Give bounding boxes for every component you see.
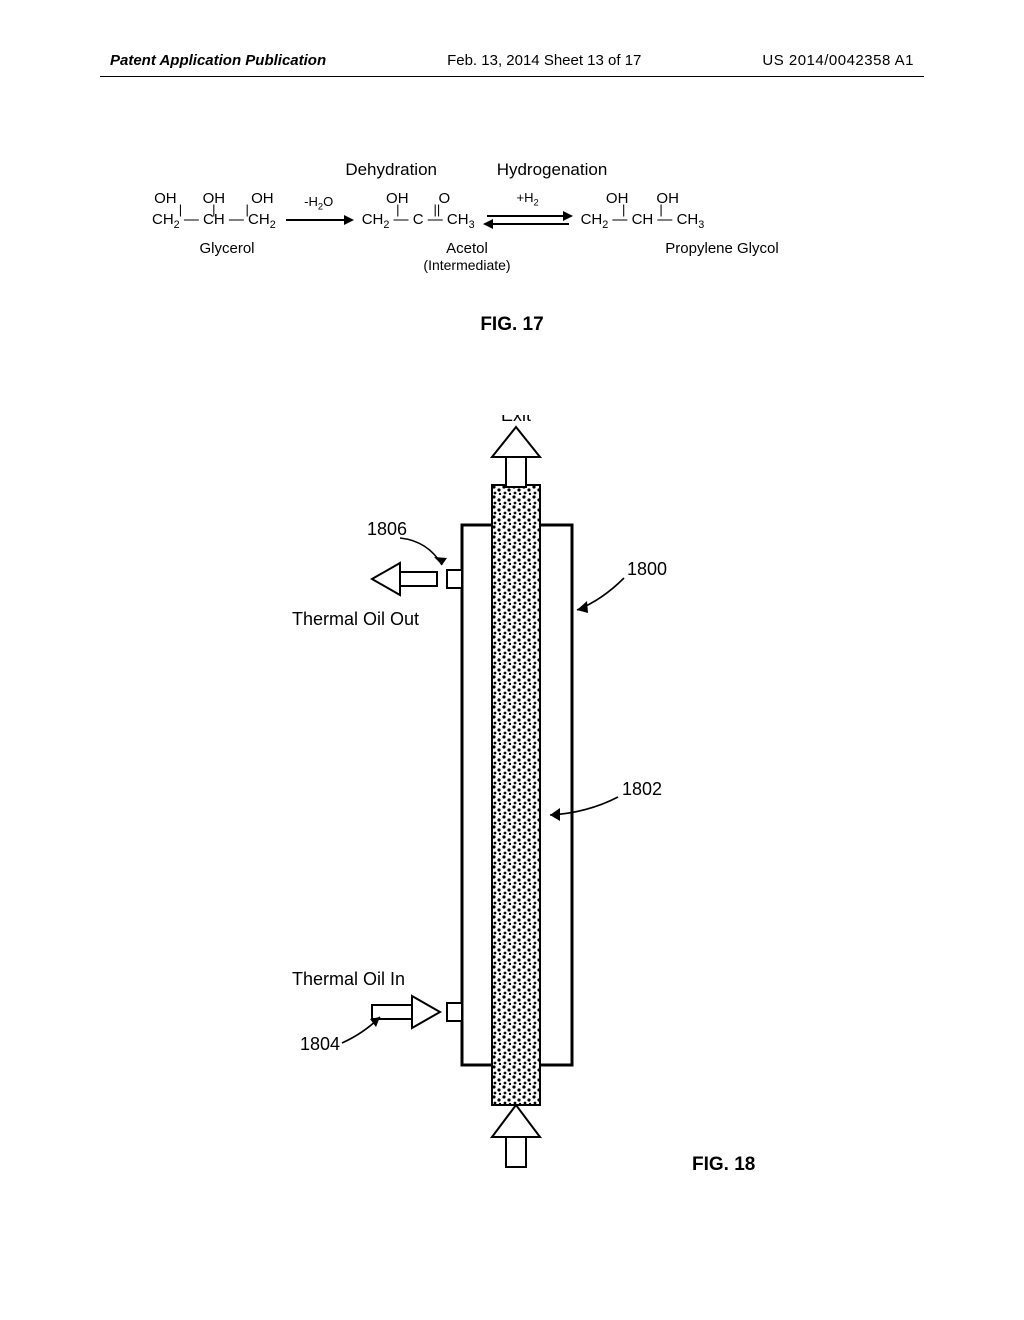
oil-in-label: Thermal Oil In (292, 969, 405, 989)
dehydration-arrow: -H2O (284, 194, 354, 228)
ref-1804: 1804 (300, 1034, 340, 1054)
reaction-row: OHOHOH ||| CH2 — CH — CH2 -H2O OHO ||| C… (152, 190, 872, 232)
glycerol-structure: OHOHOH ||| CH2 — CH — CH2 (152, 190, 276, 231)
feed-label: Feed (495, 1174, 536, 1175)
header-center: Feb. 13, 2014 Sheet 13 of 17 (447, 52, 641, 69)
exit-label: Exit (501, 415, 531, 425)
acetol-structure: OHO ||| CH2 — C — CH3 (362, 190, 475, 231)
figure-17-caption: FIG. 17 (152, 314, 872, 336)
acetol-backbone: CH2 — C — CH3 (362, 211, 475, 231)
acetol-name: Acetol (Intermediate) (392, 240, 542, 274)
glycerol-name: Glycerol (152, 240, 302, 274)
glycerol-backbone: CH2 — CH — CH2 (152, 211, 276, 231)
oil-out-label: Thermal Oil Out (292, 609, 419, 629)
oil-out-arrow (372, 563, 437, 595)
header-rule (100, 76, 924, 77)
packed-tube (492, 485, 540, 1105)
ref-1806: 1806 (367, 519, 407, 539)
figure-18-caption: FIG. 18 (692, 1154, 755, 1175)
pg-backbone: CH2 — CH — CH3 (581, 211, 705, 231)
reaction-bottom-labels: Glycerol Acetol (Intermediate) Propylene… (152, 240, 872, 274)
header-right: US 2014/0042358 A1 (762, 52, 914, 69)
pg-name: Propylene Glycol (632, 240, 812, 274)
propylene-glycol-structure: OHOH || CH2 — CH — CH3 (581, 190, 705, 231)
oil-in-arrow (372, 996, 440, 1028)
arrow2-annotation: +H2 (516, 190, 538, 208)
exit-arrow (492, 427, 540, 487)
feed-arrow (492, 1105, 540, 1167)
figure-17: Dehydration Hydrogenation OHOHOH ||| CH2… (152, 160, 872, 336)
hydrogenation-arrow: +H2 (483, 190, 573, 232)
arrow1-annotation: -H2O (304, 194, 333, 212)
ref-1800: 1800 (627, 559, 667, 579)
page-header: Patent Application Publication Feb. 13, … (0, 52, 1024, 69)
figure-18: Exit Feed Thermal Oil Out 1806 Thermal O… (172, 415, 852, 1175)
hydrogenation-label: Hydrogenation (437, 160, 667, 180)
dehydration-label: Dehydration (152, 160, 437, 180)
header-left: Patent Application Publication (110, 52, 326, 69)
reaction-step-labels: Dehydration Hydrogenation (152, 160, 872, 180)
ref-1802: 1802 (622, 779, 662, 799)
